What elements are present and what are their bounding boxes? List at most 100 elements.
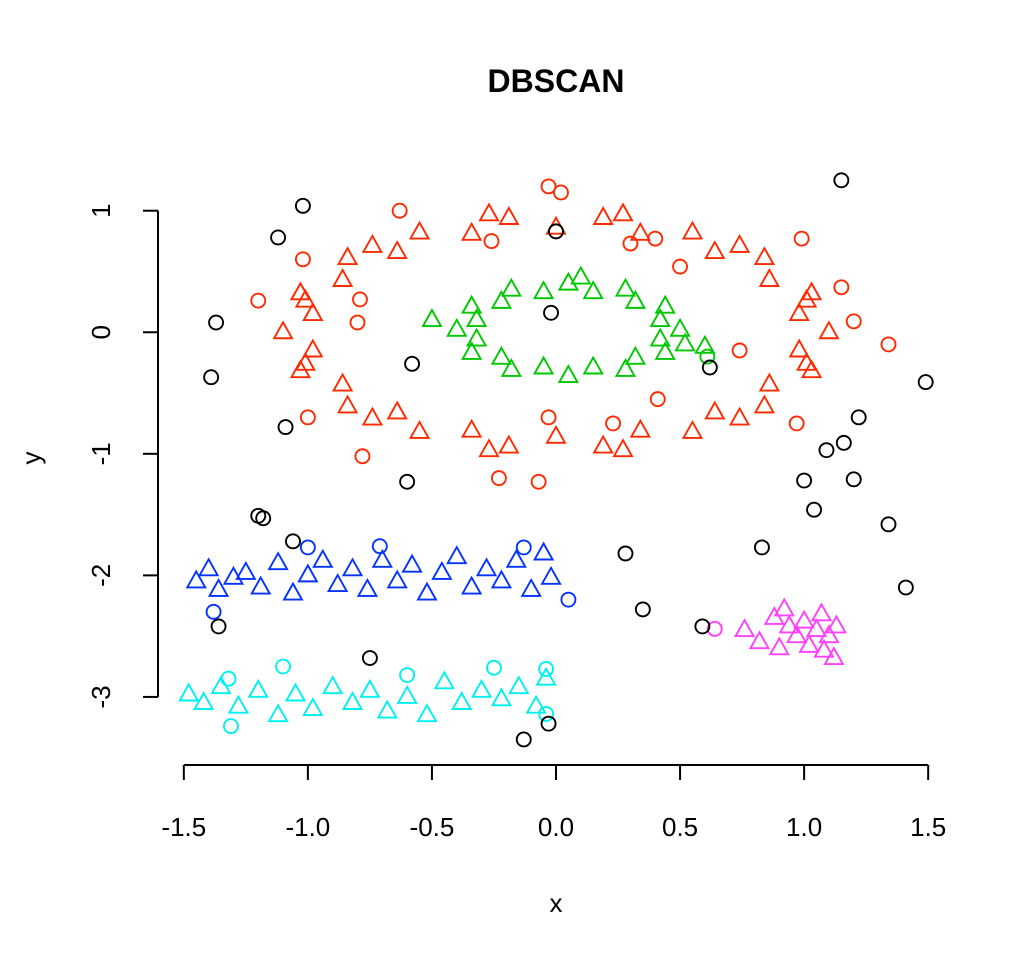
triangle-point xyxy=(336,394,359,414)
triangle-point xyxy=(433,670,455,690)
triangle-point xyxy=(465,308,488,328)
y-tick-label: -3 xyxy=(86,685,116,708)
circle-point xyxy=(672,258,689,275)
triangle-point xyxy=(669,317,691,337)
triangle-point xyxy=(649,308,671,328)
triangle-point xyxy=(768,636,790,656)
triangle-point xyxy=(331,372,354,392)
triangle-point xyxy=(267,551,289,571)
triangle-point xyxy=(778,614,800,634)
x-axis-title: x xyxy=(550,888,563,918)
y-tick-label: 0 xyxy=(86,325,116,339)
triangle-point xyxy=(728,234,751,253)
triangle-point xyxy=(376,699,398,719)
triangle-point xyxy=(284,682,307,702)
triangle-point xyxy=(614,277,637,297)
circle-point xyxy=(352,291,368,308)
triangle-point xyxy=(592,206,614,225)
triangle-point xyxy=(294,351,317,371)
triangle-point xyxy=(250,575,272,595)
circle-point xyxy=(223,718,239,735)
circle-point xyxy=(486,659,502,676)
triangle-point xyxy=(733,618,756,638)
circle-point xyxy=(647,230,664,247)
triangle-point xyxy=(505,548,527,568)
circle-point xyxy=(540,409,557,426)
y-tick-label: -2 xyxy=(86,564,116,587)
triangle-point xyxy=(282,581,304,601)
circle-point xyxy=(897,579,914,596)
circle-point xyxy=(391,202,408,219)
triangle-point xyxy=(359,678,381,698)
triangle-point xyxy=(500,277,522,297)
triangle-point xyxy=(461,575,483,595)
circle-point xyxy=(540,715,557,732)
triangle-point xyxy=(178,682,200,702)
triangle-point xyxy=(446,317,468,337)
triangle-point xyxy=(302,697,324,717)
triangle-point xyxy=(818,624,840,644)
circle-point xyxy=(255,510,272,527)
triangle-point xyxy=(753,246,776,266)
triangle-point xyxy=(490,687,513,707)
triangle-point xyxy=(386,400,408,420)
triangle-point xyxy=(451,691,473,710)
triangle-point xyxy=(235,561,257,580)
triangle-point xyxy=(582,280,604,300)
triangle-point xyxy=(490,289,513,309)
triangle-point xyxy=(681,220,704,240)
circle-point xyxy=(203,369,220,386)
triangle-point xyxy=(185,569,207,589)
triangle-point xyxy=(461,418,483,438)
triangle-point xyxy=(654,340,676,360)
triangle-point xyxy=(674,332,696,352)
triangle-point xyxy=(198,557,220,577)
x-tick-label: -1.5 xyxy=(161,812,206,842)
circle-point xyxy=(250,292,267,309)
triangle-point xyxy=(612,202,634,222)
triangle-point xyxy=(490,569,513,589)
triangle-point xyxy=(624,289,647,309)
circle-point xyxy=(548,223,564,240)
circle-point xyxy=(538,661,555,677)
triangle-point xyxy=(396,684,418,704)
circle-point xyxy=(540,178,557,195)
triangle-point xyxy=(629,418,651,438)
circle-point xyxy=(530,473,547,490)
triangle-point xyxy=(748,630,771,650)
triangle-point xyxy=(681,419,704,439)
triangle-point xyxy=(795,351,818,371)
triangle-point xyxy=(629,221,651,241)
triangle-point xyxy=(498,206,520,225)
circle-point xyxy=(833,172,850,189)
triangle-point xyxy=(805,618,828,638)
triangle-point xyxy=(788,338,810,358)
triangle-point xyxy=(461,294,483,314)
circle-point xyxy=(706,620,723,637)
triangle-point xyxy=(416,581,438,601)
circle-point xyxy=(294,197,311,214)
circle-point xyxy=(208,314,225,331)
triangle-point xyxy=(498,434,520,454)
triangle-point xyxy=(773,597,795,617)
circle-point xyxy=(788,415,805,432)
triangle-point xyxy=(490,345,513,365)
circle-point xyxy=(285,533,301,550)
triangle-point xyxy=(294,288,317,308)
circle-point xyxy=(845,313,862,330)
triangle-point xyxy=(818,320,840,340)
triangle-point xyxy=(312,548,334,568)
triangle-point xyxy=(371,548,393,568)
triangle-point xyxy=(331,268,354,287)
triangle-point xyxy=(227,694,250,714)
triangle-point xyxy=(592,434,614,454)
circle-point xyxy=(845,471,862,488)
triangle-point xyxy=(758,372,781,392)
triangle-point xyxy=(193,691,215,710)
circle-point xyxy=(818,442,835,459)
y-tick-label: -1 xyxy=(86,442,116,465)
triangle-point xyxy=(478,202,500,222)
circle-point xyxy=(220,670,237,687)
circle-point xyxy=(371,538,388,555)
